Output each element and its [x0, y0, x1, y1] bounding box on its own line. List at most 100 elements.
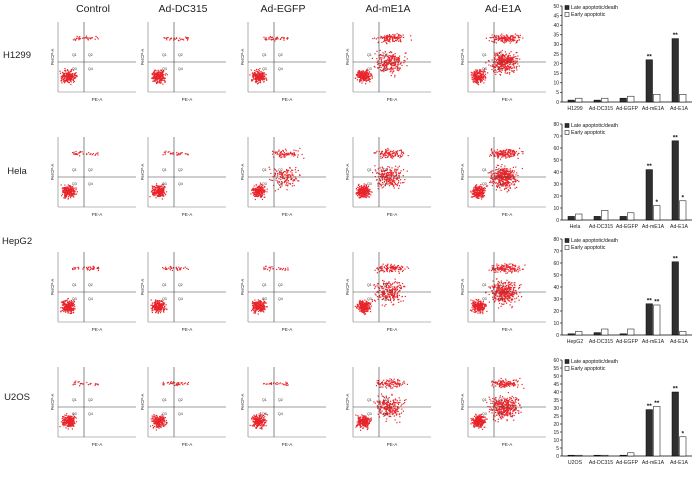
y-tick-label: 80 — [553, 122, 559, 128]
y-tick-label: 40 — [553, 285, 559, 291]
flow-panel: Q1 Q2 Q3 Q4 PE-A PerCP-A — [240, 365, 330, 449]
y-tick-label: 70 — [553, 134, 559, 140]
flow-panel: Q1 Q2 Q3 Q4 PE-A PerCP-A — [345, 250, 435, 334]
x-axis-label: PE-A — [182, 442, 194, 447]
bar-late — [619, 333, 627, 336]
bar-early — [679, 94, 687, 103]
x-axis-label: PE-A — [502, 97, 514, 102]
events — [470, 147, 524, 200]
bar-late — [671, 391, 679, 457]
y-axis-label: PerCP-A — [240, 164, 245, 181]
row-label: H1299 — [3, 50, 31, 61]
bar-late — [593, 454, 601, 457]
significance-marker: * — [655, 199, 658, 206]
y-axis-label: PerCP-A — [50, 279, 55, 296]
x-axis-label: PE-A — [387, 212, 399, 217]
quadrant-label: Q3 — [162, 412, 167, 416]
y-axis-label: PerCP-A — [345, 279, 350, 296]
quadrant-label: Q4 — [383, 67, 388, 71]
events — [149, 381, 189, 431]
y-tick-label: 15 — [553, 430, 559, 436]
bar-late — [645, 409, 653, 457]
bar-early — [653, 94, 661, 103]
quadrant-label: Q2 — [278, 398, 283, 402]
row-label: Hela — [7, 166, 27, 177]
y-tick-label: 50 — [553, 158, 559, 164]
quadrant-label: Q1 — [367, 283, 372, 287]
x-axis-label: PE-A — [502, 212, 514, 217]
events — [249, 381, 289, 430]
bar-chart: 0 10 20 30 40 50 60 70 80 Hela Ad-DC315 Ad-EGFP Ad-m… — [553, 122, 692, 230]
quadrant-label: Q2 — [498, 398, 503, 402]
quadrant-label: Q1 — [72, 168, 77, 172]
bar-late — [671, 261, 679, 336]
quadrant-label: Q2 — [383, 53, 388, 57]
y-tick-label: 40 — [553, 23, 559, 29]
quadrant-label: Q1 — [262, 398, 267, 402]
bar-late — [593, 99, 601, 103]
x-axis-label: PE-A — [387, 327, 399, 332]
y-tick-label: 0 — [556, 333, 559, 339]
bar-late — [593, 332, 601, 336]
legend-label: Late apoptotic/death — [571, 5, 618, 11]
quadrant-label: Q4 — [498, 297, 503, 301]
y-axis-label: PerCP-A — [345, 164, 350, 181]
quadrant-label: Q4 — [88, 182, 93, 186]
bar-early — [575, 331, 583, 336]
y-axis-label: PerCP-A — [140, 394, 145, 411]
x-tick-label: Ad-EGFP — [616, 224, 639, 230]
events — [354, 263, 409, 316]
y-tick-label: 30 — [553, 406, 559, 412]
x-axis-label: PE-A — [182, 327, 194, 332]
events — [251, 265, 289, 315]
legend-label: Early apoptotic — [571, 245, 606, 251]
quadrant-label: Q2 — [498, 283, 503, 287]
quadrant-label: Q1 — [72, 398, 77, 402]
significance-marker: ** — [673, 32, 679, 39]
legend-label: Late apoptotic/death — [571, 359, 618, 365]
flow-panel: Q1 Q2 Q3 Q4 PE-A PerCP-A — [345, 135, 435, 219]
quadrant-label: Q1 — [262, 168, 267, 172]
quadrant-label: Q1 — [162, 398, 167, 402]
quadrant-label: Q1 — [482, 53, 487, 57]
y-tick-label: 10 — [553, 438, 559, 444]
y-tick-label: 40 — [553, 390, 559, 396]
quadrant-label: Q3 — [262, 297, 267, 301]
y-tick-label: 45 — [553, 382, 559, 388]
bar-chart: 0 5 10 15 20 25 30 35 40 45 50 H1299 Ad-DC315 Ad-EGFP… — [553, 4, 692, 112]
quadrant-label: Q1 — [72, 53, 77, 57]
quadrant-label: Q3 — [262, 67, 267, 71]
flow-panel: Q1 Q2 Q3 Q4 PE-A PerCP-A — [50, 365, 140, 449]
x-tick-label: Ad-E1A — [670, 460, 688, 466]
quadrant-label: Q4 — [88, 67, 93, 71]
quadrant-label: Q4 — [178, 297, 183, 301]
y-axis-label: PerCP-A — [240, 279, 245, 296]
quadrant-label: Q4 — [88, 297, 93, 301]
flow-panel: Q1 Q2 Q3 Q4 PE-A PerCP-A — [140, 365, 230, 449]
column-header: Control — [76, 3, 110, 15]
quadrant-label: Q3 — [367, 297, 372, 301]
y-tick-label: 30 — [553, 297, 559, 303]
flow-panel: Q1 Q2 Q3 Q4 PE-A PerCP-A — [460, 135, 550, 219]
bar-early — [653, 406, 661, 457]
y-axis-label: PerCP-A — [50, 164, 55, 181]
flow-panel: Q1 Q2 Q3 Q4 PE-A PerCP-A — [240, 20, 330, 104]
y-axis-label: PerCP-A — [460, 279, 465, 296]
quadrant-label: Q3 — [162, 297, 167, 301]
x-tick-label: Ad-E1A — [670, 339, 688, 345]
flow-panel: Q1 Q2 Q3 Q4 PE-A PerCP-A — [50, 20, 140, 104]
x-axis-label: PE-A — [502, 442, 514, 447]
y-axis-label: PerCP-A — [460, 164, 465, 181]
x-tick-label: Ad-mE1A — [642, 339, 665, 345]
bar-early — [653, 304, 661, 336]
bar-early — [601, 210, 609, 221]
quadrant-label: Q3 — [162, 182, 167, 186]
quadrant-label: Q4 — [278, 67, 283, 71]
bar-early — [601, 97, 609, 103]
y-axis-label: PerCP-A — [50, 394, 55, 411]
column-header: Ad-EGFP — [260, 3, 306, 15]
bar-early — [575, 97, 583, 103]
y-tick-label: 15 — [553, 71, 559, 77]
significance-marker: * — [681, 430, 684, 437]
